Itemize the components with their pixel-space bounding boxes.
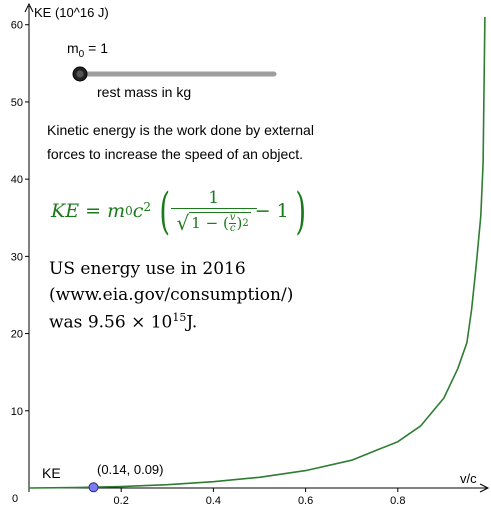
formula-sqrt-sign: √ (176, 210, 190, 235)
x-tick-label: 0.8 (390, 495, 405, 507)
x-axis-label: v/c (460, 471, 477, 486)
x-axis-arrow (479, 483, 490, 493)
description-line-2: forces to increase the speed of an objec… (47, 146, 304, 162)
formula-denominator: √ 1 − ( v c ) 2 (177, 209, 251, 235)
formula-inner-num: v (228, 211, 237, 224)
formula-numerator: 1 (170, 188, 257, 209)
energy-line-3: was 9.56 × 1015J. (49, 311, 197, 333)
y-tick-label: 50 (11, 97, 23, 109)
formula-left-paren: ( (159, 182, 171, 240)
energy-line-3-prefix: was 9.56 × 10 (49, 312, 173, 333)
point-coordinate-label: (0.14, 0.09) (97, 462, 164, 477)
energy-line-3-exp: 15 (172, 311, 187, 324)
formula-inner-exp: 2 (242, 217, 249, 229)
formula-sqrt-body: 1 − ( v c ) 2 (189, 211, 251, 234)
y-axis-label: KE (10^16 J) (34, 5, 109, 20)
formula-c: c (132, 200, 144, 222)
formula-lhs-sub: 0 (125, 204, 133, 218)
formula-inner-fraction: v c (228, 211, 237, 234)
x-tick-label: 0.6 (298, 495, 313, 507)
origin-label: 0 (12, 493, 18, 505)
y-tick-label: 10 (11, 406, 23, 418)
formula-fraction: 1 √ 1 − ( v c ) 2 (170, 188, 257, 235)
y-tick-label: 30 (11, 251, 23, 263)
description-line-1: Kinetic energy is the work done by exter… (47, 122, 314, 138)
y-tick-label: 60 (11, 20, 23, 32)
ke-curve-line[interactable] (28, 16, 486, 489)
velocity-point[interactable] (88, 482, 99, 493)
formula-lhs: KE = m (51, 200, 126, 222)
slider-handle-inner (76, 70, 84, 78)
formula-inner-den: c (229, 222, 236, 234)
curve-label: KE (42, 465, 61, 481)
energy-line-2: (www.eia.gov/consumption/) (49, 285, 294, 305)
formula-c-exp: 2 (143, 200, 152, 214)
energy-line-3-suffix: J. (186, 312, 198, 333)
energy-line-1: US energy use in 2016 (49, 259, 246, 279)
y-tick-label: 40 (11, 174, 23, 186)
slider-label: m0 = 1 (67, 40, 108, 60)
x-tick-label: 0.2 (114, 495, 129, 507)
slider-label-value: = 1 (84, 40, 108, 56)
formula-minus-one: − 1 (254, 200, 289, 222)
x-tick-label: 0.4 (206, 495, 221, 507)
formula-right-paren: ) (295, 182, 306, 240)
slider-caption: rest mass in kg (97, 84, 192, 100)
slider-label-sub: 0 (78, 48, 85, 60)
x-tick-group: 0.2 0.4 0.6 0.8 (114, 488, 405, 507)
y-axis-arrow (24, 2, 34, 13)
formula-one-minus: 1 − ( (191, 214, 229, 232)
formula-close-paren: ) (236, 214, 243, 232)
y-tick-label: 20 (11, 329, 23, 341)
slider-label-text: m (67, 40, 79, 56)
y-tick-group: 10 20 30 40 50 60 (11, 20, 29, 418)
